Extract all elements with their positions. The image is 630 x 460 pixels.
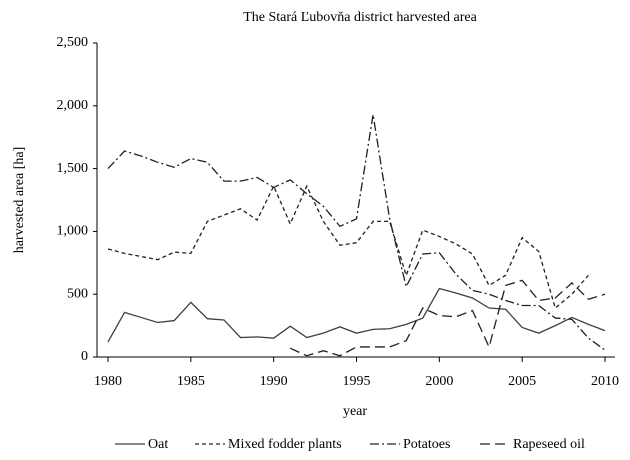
x-tick-label: 2010 xyxy=(591,374,619,389)
x-tick-label: 1995 xyxy=(343,374,371,389)
y-tick-label: 0 xyxy=(81,349,88,364)
y-tick-label: 2,000 xyxy=(57,98,89,113)
x-tick-label: 2005 xyxy=(508,374,536,389)
series-line xyxy=(107,184,589,310)
y-tick-label: 2,500 xyxy=(57,35,89,50)
legend-label: Mixed fodder plants xyxy=(228,437,342,452)
x-tick-label: 1980 xyxy=(94,374,122,389)
x-tick-label: 1990 xyxy=(260,374,288,389)
series-line xyxy=(107,114,606,351)
legend-label: Potatoes xyxy=(403,437,450,452)
chart-title: The Stará Ľubovňa district harvested are… xyxy=(243,10,477,25)
x-axis-label: year xyxy=(343,404,367,419)
y-axis-label: harvested area [ha] xyxy=(12,147,27,253)
series-line xyxy=(107,287,606,343)
y-tick-label: 500 xyxy=(67,286,88,301)
y-tick-label: 1,500 xyxy=(57,161,89,176)
legend-label: Oat xyxy=(148,437,168,452)
x-tick-label: 2000 xyxy=(425,374,453,389)
legend-label: Rapeseed oil xyxy=(513,437,585,452)
y-tick-label: 1,000 xyxy=(57,224,89,239)
series-line xyxy=(289,279,606,357)
x-tick-label: 1985 xyxy=(177,374,205,389)
